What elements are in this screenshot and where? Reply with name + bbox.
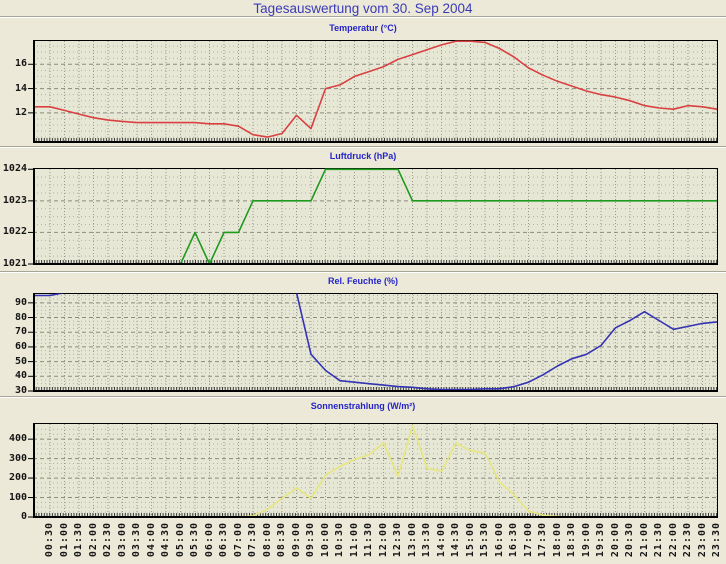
x-tick-label: 09:00: [290, 522, 302, 558]
y-tick-label: 40: [14, 370, 27, 382]
page-title: Tagesauswertung vom 30. Sep 2004: [253, 1, 473, 16]
x-tick-label: 20:00: [609, 522, 621, 558]
x-tick-label: 21:30: [653, 522, 664, 558]
separator-line: [0, 396, 726, 397]
y-tick-label: 50: [14, 355, 27, 367]
x-tick-label: 02:30: [102, 522, 113, 558]
y-tick-label: 0: [20, 511, 27, 522]
x-tick-label: 06:30: [218, 522, 229, 558]
x-tick-label: 07:30: [247, 522, 258, 558]
y-tick-label: 16: [14, 58, 27, 70]
x-tick-label: 19:30: [595, 522, 606, 558]
rel-feuchte-plot: [28, 293, 718, 392]
x-tick-label: 04:30: [160, 522, 171, 558]
x-tick-label: 22:00: [667, 522, 679, 558]
x-tick-label: 23:00: [696, 522, 708, 558]
x-tick-label: 11:00: [348, 522, 360, 558]
x-tick-label: 03:00: [116, 522, 128, 558]
y-tick-label: 30: [14, 385, 27, 396]
y-tick-label: 80: [14, 311, 27, 323]
y-tick-label: 60: [14, 340, 27, 352]
y-tick-label: 400: [8, 433, 27, 445]
x-tick-label: 13:00: [406, 522, 418, 558]
x-tick-label: 17:30: [537, 522, 548, 558]
x-tick-label: 12:30: [392, 522, 403, 558]
x-tick-label: 19:00: [580, 522, 592, 558]
separator-line: [0, 146, 726, 147]
y-tick-label: 70: [14, 326, 27, 338]
y-tick-label: 1023: [2, 194, 27, 206]
y-tick-label: 100: [8, 491, 27, 503]
x-tick-label: 15:00: [464, 522, 476, 558]
x-tick-label: 18:00: [551, 522, 563, 558]
x-tick-label: 23:30: [711, 522, 722, 558]
x-tick-label: 05:30: [189, 522, 200, 558]
x-tick-label: 20:30: [624, 522, 635, 558]
x-tick-label: 15:30: [479, 522, 490, 558]
y-tick-label: 12: [14, 106, 27, 118]
x-tick-label: 03:30: [131, 522, 142, 558]
x-tick-label: 16:30: [508, 522, 519, 558]
x-tick-label: 01:00: [58, 522, 70, 558]
x-tick-label: 04:00: [145, 522, 157, 558]
x-tick-label: 05:00: [174, 522, 186, 558]
x-tick-label: 14:30: [450, 522, 461, 558]
x-tick-label: 11:30: [363, 522, 374, 558]
x-tick-label: 12:00: [377, 522, 389, 558]
x-tick-label: 08:00: [261, 522, 273, 558]
x-tick-label: 10:00: [319, 522, 331, 558]
y-tick-label: 1021: [2, 258, 27, 269]
x-tick-label: 21:00: [638, 522, 650, 558]
y-tick-label: 90: [14, 296, 27, 308]
luftdruck-plot: [28, 168, 718, 265]
x-tick-label: 10:30: [334, 522, 345, 558]
x-tick-label: 18:30: [566, 522, 577, 558]
x-tick-label: 16:00: [493, 522, 505, 558]
y-tick-label: 14: [14, 82, 27, 94]
chart-title-luftdruck: Luftdruck (hPa): [329, 151, 397, 161]
x-tick-label: 08:30: [276, 522, 287, 558]
x-tick-label: 00:30: [44, 522, 55, 558]
chart-title-rel-feuchte: Rel. Feuchte (%): [327, 276, 398, 286]
x-tick-label: 01:30: [73, 522, 84, 558]
x-tick-label: 22:30: [682, 522, 693, 558]
y-tick-label: 300: [8, 452, 27, 464]
x-tick-label: 14:00: [435, 522, 447, 558]
y-tick-label: 1024: [2, 163, 27, 175]
y-tick-label: 200: [8, 472, 27, 484]
chart-title-sonnenstrahlung: Sonnenstrahlung (W/m²): [310, 401, 416, 411]
chart-title-temperatur: Temperatur (°C): [329, 23, 397, 33]
x-tick-label: 17:00: [522, 522, 534, 558]
y-tick-label: 1022: [2, 226, 27, 238]
x-tick-label: 02:00: [87, 522, 99, 558]
x-tick-label: 09:30: [305, 522, 316, 558]
temperatur-plot: [28, 40, 718, 143]
separator-line: [0, 271, 726, 272]
x-tick-label: 07:00: [232, 522, 244, 558]
x-tick-label: 13:30: [421, 522, 432, 558]
x-tick-label: 06:00: [203, 522, 215, 558]
separator-line: [0, 16, 726, 17]
sonnenstrahlung-plot: [28, 423, 718, 518]
